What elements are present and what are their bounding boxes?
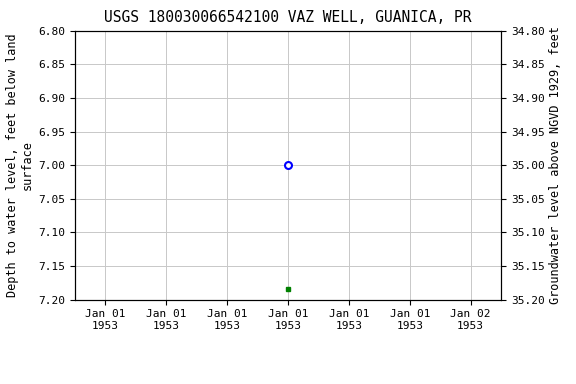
Y-axis label: Depth to water level, feet below land
surface: Depth to water level, feet below land su… <box>6 33 34 297</box>
Title: USGS 180030066542100 VAZ WELL, GUANICA, PR: USGS 180030066542100 VAZ WELL, GUANICA, … <box>104 10 472 25</box>
Y-axis label: Groundwater level above NGVD 1929, feet: Groundwater level above NGVD 1929, feet <box>549 26 562 304</box>
